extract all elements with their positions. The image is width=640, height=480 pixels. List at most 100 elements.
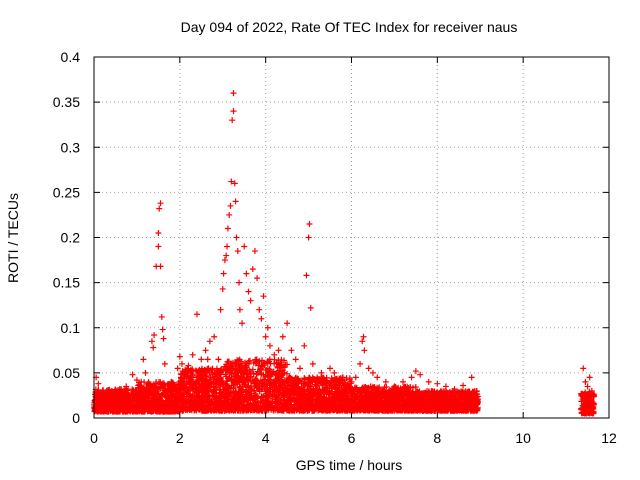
data-point xyxy=(160,384,167,391)
data-point xyxy=(319,377,326,384)
data-point xyxy=(149,404,156,411)
data-point xyxy=(278,383,285,390)
data-point xyxy=(318,369,325,376)
data-point xyxy=(233,234,240,241)
data-point xyxy=(472,396,479,403)
data-point xyxy=(231,366,238,373)
data-point xyxy=(224,384,231,391)
data-point xyxy=(134,394,141,401)
data-point xyxy=(148,338,155,345)
data-point xyxy=(228,377,235,384)
data-point xyxy=(412,368,419,375)
data-point xyxy=(342,396,349,403)
data-point xyxy=(166,385,173,392)
data-point xyxy=(222,385,229,392)
data-point xyxy=(417,371,424,378)
data-point xyxy=(223,366,230,373)
data-point xyxy=(167,399,174,406)
data-point xyxy=(344,383,351,390)
data-point xyxy=(434,380,441,387)
data-point xyxy=(239,320,246,327)
data-point xyxy=(198,377,205,384)
data-point xyxy=(292,375,299,382)
data-point xyxy=(307,304,314,311)
data-point xyxy=(433,396,440,403)
data-point xyxy=(369,369,376,376)
data-point xyxy=(219,285,226,292)
data-point xyxy=(352,374,359,381)
chart-title: Day 094 of 2022, Rate Of TEC Index for r… xyxy=(181,19,518,35)
data-point xyxy=(183,381,190,388)
data-point xyxy=(304,381,311,388)
data-point xyxy=(281,357,288,364)
data-point xyxy=(236,365,243,372)
data-point xyxy=(274,407,281,414)
data-point xyxy=(252,360,259,367)
data-point xyxy=(331,369,338,376)
data-point xyxy=(226,374,233,381)
data-point xyxy=(248,386,255,393)
data-point xyxy=(99,387,106,394)
data-point xyxy=(226,211,233,218)
data-point xyxy=(245,407,252,414)
data-point xyxy=(284,320,291,327)
data-point xyxy=(204,399,211,406)
data-point xyxy=(266,356,273,363)
data-point xyxy=(168,378,175,385)
data-point xyxy=(381,384,388,391)
data-point xyxy=(301,375,308,382)
data-point xyxy=(195,368,202,375)
data-point xyxy=(225,389,232,396)
data-point xyxy=(161,391,168,398)
data-point xyxy=(271,360,278,367)
data-point xyxy=(446,388,453,395)
data-point xyxy=(138,384,145,391)
data-point xyxy=(429,406,436,413)
data-point xyxy=(99,397,106,404)
data-point xyxy=(151,331,158,338)
x-tick-label: 10 xyxy=(515,430,531,446)
data-point xyxy=(204,356,211,363)
data-point xyxy=(252,390,259,397)
data-point xyxy=(217,375,224,382)
data-point xyxy=(254,385,261,392)
data-point xyxy=(292,356,299,363)
data-point xyxy=(308,394,315,401)
data-point xyxy=(359,384,366,391)
data-point xyxy=(114,399,121,406)
data-point xyxy=(161,360,168,367)
data-point xyxy=(215,356,222,363)
data-point xyxy=(306,220,313,227)
data-point xyxy=(315,394,322,401)
data-point xyxy=(241,243,248,250)
data-point xyxy=(373,398,380,405)
data-points xyxy=(91,90,597,417)
data-point xyxy=(155,229,162,236)
y-tick-label: 0.05 xyxy=(53,365,80,381)
data-point xyxy=(158,313,165,320)
data-point xyxy=(352,399,359,406)
data-point xyxy=(189,400,196,407)
y-tick-label: 0.1 xyxy=(61,320,81,336)
y-axis-ticks: 00.050.10.150.20.250.30.350.4 xyxy=(53,49,609,426)
data-point xyxy=(268,406,275,413)
data-point xyxy=(231,180,238,187)
data-point xyxy=(240,395,247,402)
data-point xyxy=(206,392,213,399)
data-point xyxy=(216,371,223,378)
data-point xyxy=(189,366,196,373)
data-point xyxy=(442,383,449,390)
data-point xyxy=(240,379,247,386)
data-point xyxy=(181,371,188,378)
data-point xyxy=(275,357,282,364)
data-point xyxy=(266,342,273,349)
data-point xyxy=(318,403,324,410)
data-point xyxy=(435,390,442,397)
data-point xyxy=(203,378,210,385)
x-tick-label: 8 xyxy=(433,430,441,446)
data-point xyxy=(413,391,420,398)
data-point xyxy=(426,400,433,407)
data-point xyxy=(339,404,346,411)
data-point xyxy=(379,388,386,395)
data-point xyxy=(176,386,183,393)
